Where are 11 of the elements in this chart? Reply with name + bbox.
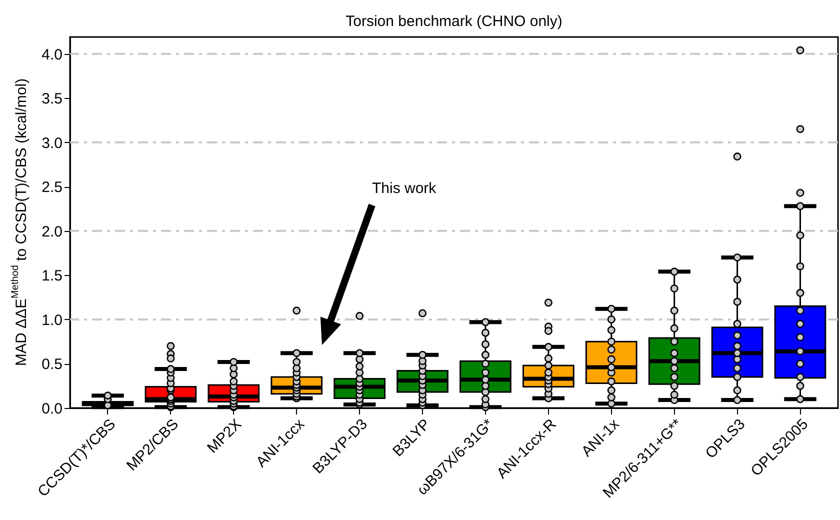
y-tick-label: 3.5 (42, 90, 62, 108)
y-tick-label: 2.0 (42, 223, 62, 240)
y-tick-label: 3.0 (42, 134, 62, 152)
y-tick-label: 0.0 (42, 400, 62, 418)
y-tick-label: 4.0 (42, 46, 62, 64)
annotation: This work (372, 180, 437, 197)
y-tick-label: 0.5 (42, 356, 62, 374)
chart-title: Torsion benchmark (CHNO only) (346, 13, 562, 30)
y-tick-label: 1.5 (42, 268, 62, 285)
y-tick-label: 2.5 (42, 179, 62, 196)
y-tick-label: 1.0 (42, 312, 62, 329)
